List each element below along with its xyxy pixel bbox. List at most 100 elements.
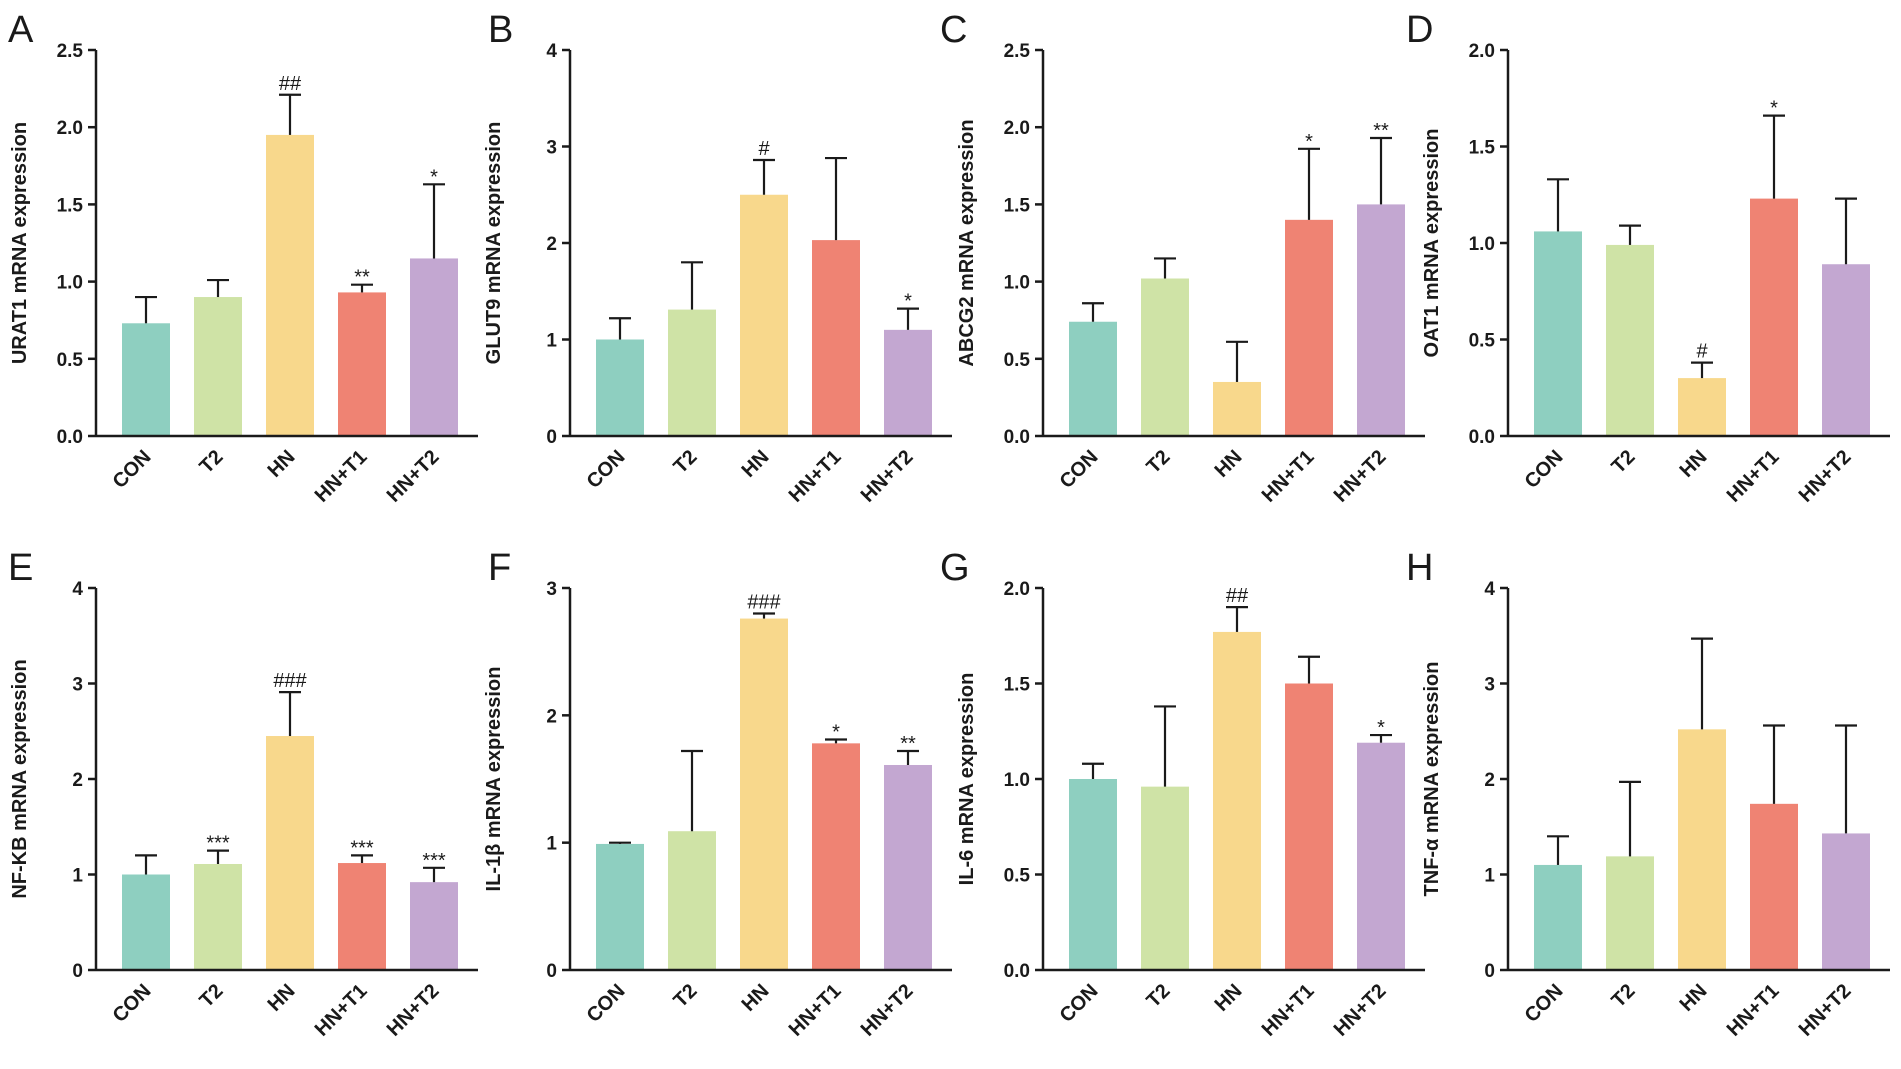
y-tick-label: 0.5	[57, 350, 84, 371]
significance-label: ###	[273, 670, 307, 692]
bar-hn-t1	[1750, 803, 1798, 970]
bar-hn-t2	[884, 329, 932, 436]
x-tick-label: T2	[1607, 446, 1639, 478]
x-tick-label: HN+T1	[785, 446, 846, 507]
bar-hn	[740, 194, 788, 436]
x-tick-label: HN	[264, 980, 300, 1016]
x-tick-label: CON	[583, 446, 630, 493]
y-tick-label: 1	[546, 834, 557, 855]
panel-letter: D	[1406, 9, 1433, 51]
bar-t2	[1606, 244, 1654, 436]
x-tick-label: HN+T1	[1258, 446, 1319, 507]
significance-label: ***	[350, 837, 374, 859]
y-tick-label: 1.0	[1004, 273, 1030, 294]
bar-hn	[740, 618, 788, 970]
x-tick-label: HN+T1	[311, 980, 372, 1041]
y-tick-label: 4	[546, 41, 557, 62]
x-tick-label: T2	[1142, 980, 1174, 1012]
y-tick-label: 3	[1484, 675, 1495, 696]
significance-label: *	[1377, 717, 1385, 739]
bar-hn-t1	[1750, 198, 1798, 436]
y-tick-label: 3	[546, 138, 557, 159]
x-tick-label: HN+T2	[1330, 446, 1391, 507]
y-tick-label: 4	[1484, 579, 1495, 600]
bar-con	[1069, 779, 1117, 970]
x-tick-label: HN+T1	[1723, 980, 1784, 1041]
y-tick-label: 1	[72, 866, 83, 887]
bar-con	[122, 874, 170, 970]
x-tick-label: T2	[195, 446, 227, 478]
y-axis-title: URAT1 mRNA expression	[9, 122, 31, 364]
y-axis-title: NF-KB mRNA expression	[9, 659, 31, 898]
bar-hn-t2	[1822, 833, 1870, 970]
bar-t2	[1141, 786, 1189, 970]
y-tick-label: 2.5	[1004, 41, 1031, 62]
y-tick-label: 2	[546, 234, 557, 255]
bar-hn-t1	[338, 863, 386, 970]
significance-label: ##	[279, 73, 302, 95]
significance-label: *	[904, 291, 912, 313]
panel-letter: C	[940, 9, 967, 51]
significance-label: ##	[1226, 585, 1249, 607]
y-tick-label: 1.5	[1469, 138, 1496, 159]
y-tick-label: 3	[72, 675, 83, 696]
panel-letter: G	[940, 547, 970, 589]
x-tick-label: HN+T2	[1795, 980, 1856, 1041]
y-axis-title: OAT1 mRNA expression	[1421, 129, 1443, 358]
panel-f: F IL-1β mRNA expression CON T2 ### HN * HN+T1 **…	[483, 547, 952, 1041]
panel-a: A URAT1 mRNA expression CON T2 ## HN ** HN+T1 * H…	[8, 9, 478, 507]
x-tick-label: HN	[264, 446, 300, 482]
bar-con	[596, 339, 644, 436]
x-tick-label: HN+T1	[311, 446, 372, 507]
x-tick-label: HN+T2	[1330, 980, 1391, 1041]
x-tick-label: HN+T2	[857, 980, 918, 1041]
significance-label: *	[1770, 98, 1778, 120]
panel-letter: F	[488, 547, 511, 589]
y-tick-label: 2.0	[1004, 579, 1030, 600]
bar-t2	[668, 831, 716, 970]
panel-e: E NF-KB mRNA expression CON *** T2 ### HN *** HN…	[8, 547, 478, 1041]
significance-label: #	[758, 138, 770, 160]
bar-hn-t2	[1822, 264, 1870, 436]
x-tick-label: CON	[1521, 980, 1568, 1027]
y-tick-label: 2	[1484, 770, 1495, 791]
panel-g: G IL-6 mRNA expression CON T2 ## HN HN+T1 * HN+T…	[940, 547, 1425, 1041]
bar-hn-t2	[410, 258, 458, 436]
bar-hn-t2	[884, 764, 932, 970]
y-tick-label: 0.5	[1004, 866, 1031, 887]
bar-hn-t1	[812, 743, 860, 970]
y-axis-title: IL-6 mRNA expression	[956, 673, 978, 886]
x-tick-label: HN+T1	[785, 980, 846, 1041]
panel-h: H TNF-α mRNA expression CON T2 HN HN+T1 HN+T2 0…	[1406, 547, 1890, 1041]
y-tick-label: 1.5	[1004, 675, 1031, 696]
x-tick-label: HN+T2	[383, 446, 444, 507]
bar-hn-t1	[338, 292, 386, 436]
x-tick-label: HN	[1211, 446, 1247, 482]
bar-hn-t1	[1285, 219, 1333, 436]
x-tick-label: HN+T2	[383, 980, 444, 1041]
significance-label: ###	[747, 591, 781, 613]
x-tick-label: HN+T1	[1258, 980, 1319, 1041]
y-tick-label: 2	[546, 706, 557, 727]
panel-c: C ABCG2 mRNA expression CON T2 HN * HN+T1 ** HN+…	[940, 9, 1425, 507]
significance-label: *	[1305, 131, 1313, 153]
y-axis-title: ABCG2 mRNA expression	[956, 119, 978, 366]
y-tick-label: 0	[546, 961, 557, 982]
y-tick-label: 0	[72, 961, 83, 982]
bar-hn	[1213, 381, 1261, 436]
x-tick-label: T2	[1142, 446, 1174, 478]
bar-hn	[266, 134, 314, 437]
x-tick-label: CON	[1056, 980, 1103, 1027]
bar-con	[596, 843, 644, 970]
significance-label: **	[900, 733, 916, 755]
y-axis-title: IL-1β mRNA expression	[483, 667, 505, 892]
y-axis-title: TNF-α mRNA expression	[1421, 662, 1443, 897]
bar-hn	[1678, 378, 1726, 436]
y-tick-label: 2.5	[57, 41, 84, 62]
x-tick-label: CON	[109, 980, 156, 1027]
bar-t2	[194, 863, 242, 970]
bar-hn-t2	[1357, 742, 1405, 970]
y-tick-label: 1	[1484, 866, 1495, 887]
y-tick-label: 1.5	[57, 195, 84, 216]
